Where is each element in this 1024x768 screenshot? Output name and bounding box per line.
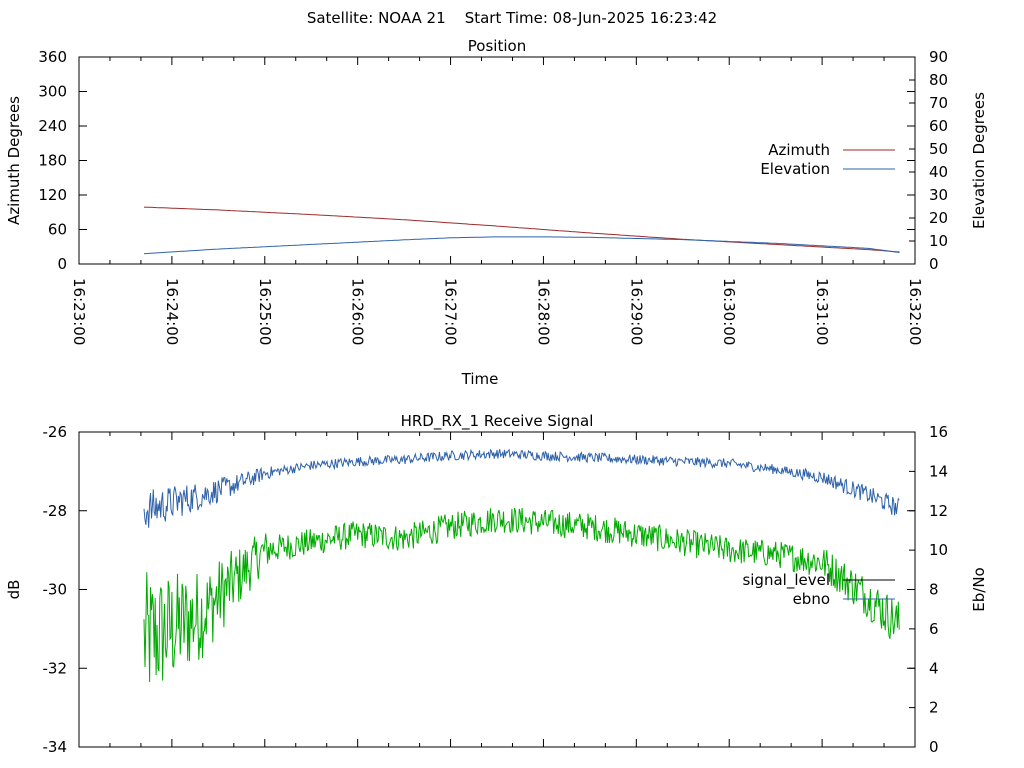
x-axis-label: Time xyxy=(461,370,499,388)
series-Elevation-line xyxy=(143,236,900,255)
legend-label-Elevation: Elevation xyxy=(760,160,830,178)
x-tick-label: 16:26:00 xyxy=(349,278,367,345)
x-tick-label: 16:28:00 xyxy=(534,278,552,345)
series-ebno-line xyxy=(143,448,900,528)
x-tick-label: 16:30:00 xyxy=(720,278,738,345)
x-tick-label: 16:32:00 xyxy=(906,278,924,345)
plot-frame xyxy=(78,431,916,748)
y2-tick-label: 60 xyxy=(929,117,948,135)
position-chart: Position 0 60 120 180 240 300 360 0 10 20 30 40 50 60 7… xyxy=(5,37,988,388)
y-tick-label: 0 xyxy=(57,255,67,273)
y2-tick-label: 8 xyxy=(929,581,939,599)
x-tick-label: 16:23:00 xyxy=(70,278,88,345)
legend-label-Azimuth: Azimuth xyxy=(768,141,830,159)
header-title: Satellite: NOAA 21 Start Time: 08-Jun-20… xyxy=(307,9,717,27)
y-tick-label: -30 xyxy=(43,581,68,599)
legend-label-signal_level: signal_level xyxy=(742,571,830,590)
y-axis-label: dB xyxy=(5,580,23,600)
y-tick-label: -28 xyxy=(43,502,68,520)
x-tick-label: 16:25:00 xyxy=(256,278,274,345)
y2-tick-label: 4 xyxy=(929,659,939,677)
chart-title: Position xyxy=(468,37,526,55)
y-axis-label: Azimuth Degrees xyxy=(5,96,23,225)
receive-signal-chart: HRD_RX_1 Receive Signal -34 -32 -30 -28 -26 0 2… xyxy=(5,412,988,756)
y2-tick-label: 14 xyxy=(929,462,948,480)
y2-axis-label: Elevation Degrees xyxy=(970,92,988,229)
y-tick-label: 300 xyxy=(38,83,67,101)
y2-tick-label: 12 xyxy=(929,502,948,520)
y2-tick-label: 0 xyxy=(929,738,939,756)
y2-tick-label: 80 xyxy=(929,71,948,89)
y2-tick-label: 0 xyxy=(929,255,939,273)
y-tick-label: 360 xyxy=(38,48,67,66)
y-tick-label: 240 xyxy=(38,117,67,135)
y2-tick-label: 50 xyxy=(929,140,948,158)
y2-tick-label: 20 xyxy=(929,209,948,227)
y2-tick-label: 6 xyxy=(929,620,939,638)
y-tick-label: 60 xyxy=(48,221,67,239)
x-tick-label: 16:24:00 xyxy=(163,278,181,345)
series-signal_level-line xyxy=(143,507,900,683)
y2-axis-label: Eb/No xyxy=(970,567,988,611)
y2-tick-label: 16 xyxy=(929,423,948,441)
series-Azimuth-line xyxy=(143,206,900,253)
y2-tick-label: 10 xyxy=(929,541,948,559)
y2-tick-label: 40 xyxy=(929,163,948,181)
y2-tick-label: 70 xyxy=(929,94,948,112)
y-tick-label: 120 xyxy=(38,186,67,204)
y2-tick-label: 90 xyxy=(929,48,948,66)
x-tick-label: 16:31:00 xyxy=(813,278,831,345)
y-tick-label: -26 xyxy=(43,423,68,441)
chart-title: HRD_RX_1 Receive Signal xyxy=(401,412,594,431)
y2-tick-label: 30 xyxy=(929,186,948,204)
y-tick-label: -32 xyxy=(43,659,68,677)
x-tick-label: 16:29:00 xyxy=(627,278,645,345)
x-tick-label: 16:27:00 xyxy=(442,278,460,345)
y2-tick-label: 2 xyxy=(929,699,939,717)
y-tick-label: -34 xyxy=(43,738,68,756)
y2-tick-label: 10 xyxy=(929,232,948,250)
y-tick-label: 180 xyxy=(38,152,67,170)
legend-label-ebno: ebno xyxy=(793,590,830,608)
